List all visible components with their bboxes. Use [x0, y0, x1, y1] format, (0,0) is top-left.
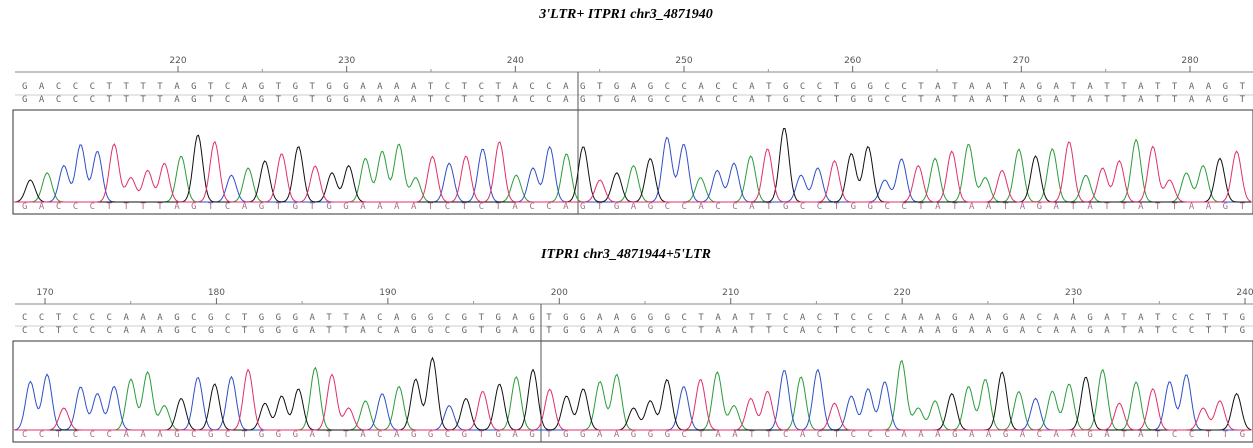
ruler-label: 270 [1013, 56, 1030, 66]
ruler-label: 230 [338, 56, 355, 66]
panel-title: ITPR1 chr3_4871944+5'LTR [540, 247, 711, 262]
ruler-label: 180 [208, 288, 225, 298]
consensus-row: CCTCCCAAAGCGCTGGGATTACAGGCGTGAGTGGAAGGGC… [22, 326, 1245, 336]
reference-row: CCTCCCAAAGCGCTGGGATTACAGGCGTGAGTGGAAGGGC… [22, 313, 1245, 323]
ruler-label: 170 [36, 288, 53, 298]
ruler-label: 220 [169, 56, 186, 66]
trace-box [12, 109, 1253, 215]
ruler-label: 240 [1236, 288, 1253, 298]
ruler-label: 200 [551, 288, 568, 298]
trace-box [12, 340, 1253, 443]
trace-C [14, 136, 1252, 203]
basecall-row: CCTCCCAAAGCGCTGGGATTACAGGCGTGAGTGGAAGGGC… [22, 430, 1245, 440]
trace-T [14, 368, 1252, 431]
ruler-label: 220 [894, 288, 911, 298]
basecall-row: GACCCTTTTAGTCAGTGTGGAAAATCTCTACCAGTGAGCC… [22, 202, 1246, 212]
ruler-label: 260 [844, 56, 861, 66]
panel-title: 3'LTR+ ITPR1 chr3_4871940 [538, 7, 712, 22]
ruler-label: 280 [1181, 56, 1198, 66]
ruler-label: 190 [379, 288, 396, 298]
trace-G [13, 127, 1252, 203]
trace-A [14, 138, 1252, 203]
consensus-row: GACCCTTTTAGTCAGTGTGGAAAATCTCTACCAGTGAGCC… [22, 95, 1246, 105]
ruler-label: 250 [675, 56, 692, 66]
trace-A [14, 359, 1252, 431]
trace-C [13, 368, 1252, 431]
ruler-label: 230 [1065, 288, 1082, 298]
ruler-label: 210 [722, 288, 739, 298]
reference-row: GACCCTTTTAGTCAGTGTGGAAAATCTCTACCAGTGAGCC… [22, 82, 1246, 92]
ruler-label: 240 [507, 56, 524, 66]
trace-T [14, 140, 1252, 203]
